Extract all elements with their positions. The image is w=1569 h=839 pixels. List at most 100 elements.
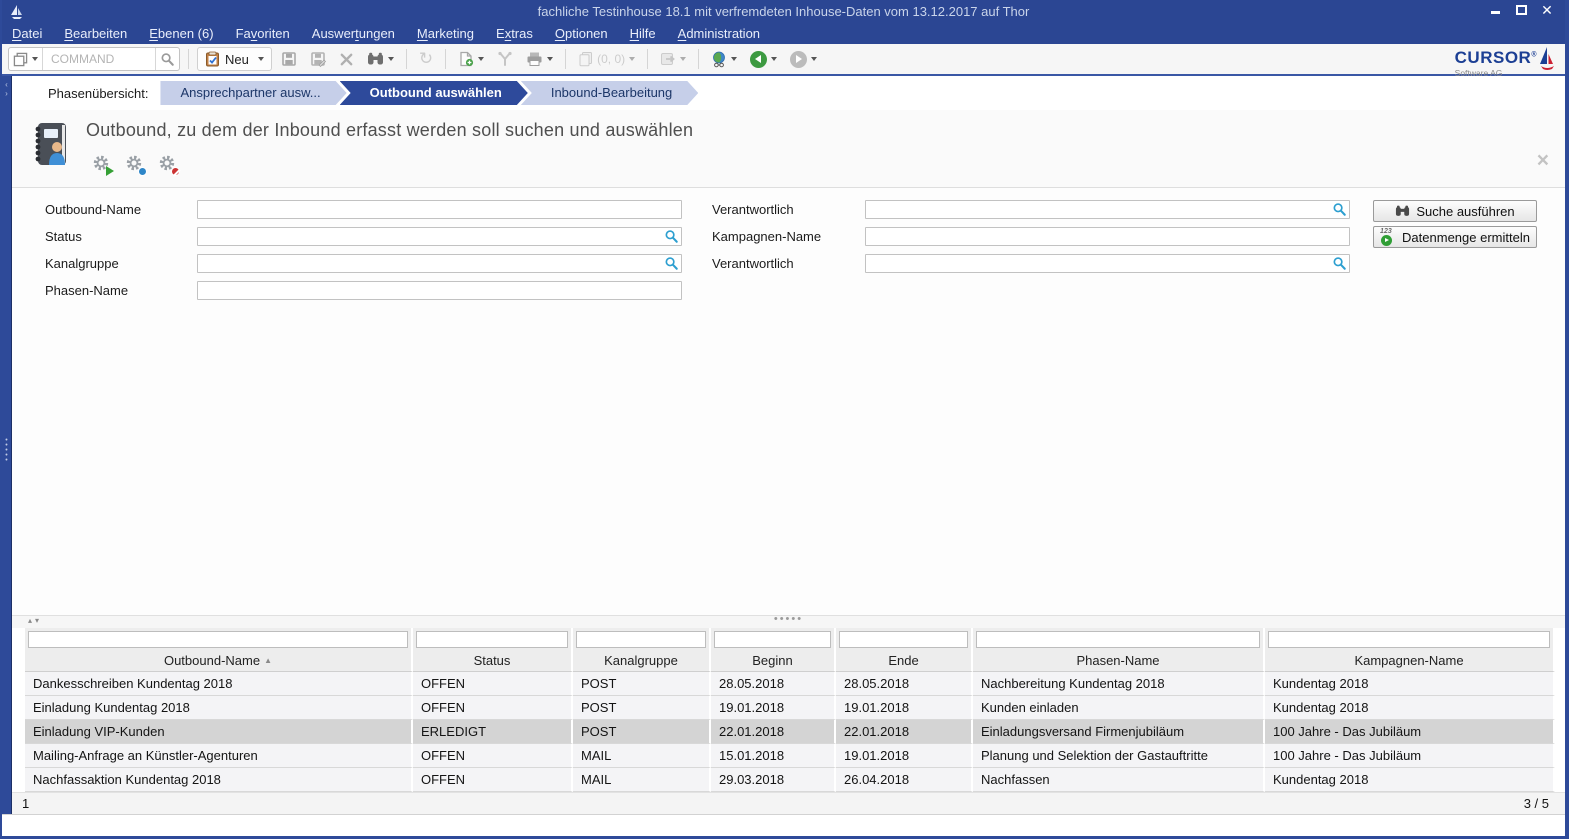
maximize-button[interactable] [1513,3,1529,17]
column-filter-input-status[interactable] [416,630,568,648]
menu-item-ebenen-6[interactable]: Ebenen (6) [149,26,214,41]
column-filter-input-kanalgruppe[interactable] [576,630,706,648]
new-document-button[interactable] [454,46,488,72]
table-cell[interactable]: 19.01.2018 [836,744,973,768]
table-cell[interactable]: Planung und Selektion der Gastauftritte [973,744,1265,768]
save-as-button[interactable] [306,46,330,72]
table-cell[interactable]: 100 Jahre - Das Jubiläum [1265,744,1555,768]
process-start-button[interactable] [92,154,114,176]
table-cell[interactable]: Nachfassen [973,768,1265,792]
field-input-outbound-name[interactable] [197,200,682,219]
menu-item-favoriten[interactable]: Favoriten [235,26,290,41]
process-pause-button[interactable] [125,154,147,176]
column-header-phasen-name[interactable]: Phasen-Name [973,649,1265,672]
process-cancel-button[interactable] [158,154,180,176]
column-filter-input-beginn[interactable] [714,630,831,648]
phase-step-inbound-bearbeitung[interactable]: Inbound-Bearbeitung [521,81,698,105]
clipboard-pages-button[interactable]: (0, 0) [574,46,639,72]
table-cell[interactable]: ERLEDIGT [413,720,573,744]
table-cell[interactable]: Mailing-Anfrage an Künstler-Agenturen [25,744,413,768]
table-cell[interactable]: 22.01.2018 [836,720,973,744]
table-cell[interactable]: Nachfassaktion Kundentag 2018 [25,768,413,792]
table-cell[interactable]: Dankesschreiben Kundentag 2018 [25,672,413,696]
command-input[interactable] [47,52,151,66]
column-filter-input-ende[interactable] [839,630,968,648]
field-input-kampagnen-name[interactable] [865,227,1350,246]
table-cell[interactable]: 29.03.2018 [711,768,836,792]
column-header-ende[interactable]: Ende [836,649,973,672]
forward-button[interactable] [786,46,821,72]
back-button[interactable] [746,46,781,72]
field-input-verantwortlich[interactable] [865,200,1350,219]
menu-item-auswertungen[interactable]: Auswertungen [311,26,395,41]
table-cell[interactable]: Einladung Kundentag 2018 [25,696,413,720]
minimize-button[interactable] [1487,3,1503,17]
column-header-beginn[interactable]: Beginn [711,649,836,672]
lookup-search-icon[interactable] [1332,256,1347,271]
field-input-phasen-name[interactable] [197,281,682,300]
panel-close-button[interactable]: × [1536,149,1549,172]
window-close-button[interactable]: ✕ [1541,2,1553,18]
table-cell[interactable]: POST [573,672,711,696]
table-cell[interactable]: 100 Jahre - Das Jubiläum [1265,720,1555,744]
panel-collapse-strip[interactable]: ‹ › • • • • • [2,76,12,814]
table-cell[interactable]: MAIL [573,744,711,768]
column-header-kampagnen-name[interactable]: Kampagnen-Name [1265,649,1555,672]
table-cell[interactable]: 19.01.2018 [836,696,973,720]
table-cell[interactable]: Kundentag 2018 [1265,696,1555,720]
menu-item-extras[interactable]: Extras [496,26,533,41]
table-cell[interactable]: POST [573,720,711,744]
user-web-button[interactable] [707,46,741,72]
table-cell[interactable]: 28.05.2018 [836,672,973,696]
column-filter-input-phasen-name[interactable] [976,630,1260,648]
table-cell[interactable]: Einladungsversand Firmenjubiläum [973,720,1265,744]
splitter-drag-handle[interactable]: ••••• [773,613,804,625]
menu-item-optionen[interactable]: Optionen [554,26,608,41]
table-cell[interactable]: Kundentag 2018 [1265,768,1555,792]
phase-step-outbound-ausw-hlen[interactable]: Outbound auswählen [340,81,528,105]
menu-item-bearbeiten[interactable]: Bearbeiten [64,26,128,41]
lookup-search-icon[interactable] [1332,202,1347,217]
table-cell[interactable]: OFFEN [413,744,573,768]
splitter-arrows-icon[interactable]: ▴▾ [28,616,43,625]
column-filter-input-kampagnen-name[interactable] [1268,630,1550,648]
lookup-search-icon[interactable] [664,256,679,271]
column-filter-input-outbound-name[interactable] [28,630,408,648]
field-input-verantwortlich[interactable] [865,254,1350,273]
print-button[interactable] [522,46,557,72]
export-button[interactable] [656,46,690,72]
field-input-kanalgruppe[interactable] [197,254,682,273]
splitter-bar[interactable]: ▴▾ ••••• [12,613,1565,628]
table-cell[interactable]: MAIL [573,768,711,792]
new-record-button[interactable]: Neu [197,47,272,71]
execute-search-button[interactable]: Suche ausführen [1373,200,1537,222]
table-cell[interactable]: Kundentag 2018 [1265,672,1555,696]
save-button[interactable] [277,46,301,72]
table-cell[interactable]: POST [573,696,711,720]
delete-button[interactable] [335,46,358,72]
table-cell[interactable]: OFFEN [413,672,573,696]
command-search-button[interactable] [155,48,179,70]
table-cell[interactable]: 26.04.2018 [836,768,973,792]
table-cell[interactable]: Nachbereitung Kundentag 2018 [973,672,1265,696]
menu-item-marketing[interactable]: Marketing [416,26,475,41]
column-header-outbound-name[interactable]: Outbound-Name ▲ [25,649,413,672]
menu-item-hilfe[interactable]: Hilfe [629,26,656,41]
column-header-status[interactable]: Status [413,649,573,672]
merge-button[interactable] [493,46,517,72]
table-cell[interactable]: Einladung VIP-Kunden [25,720,413,744]
table-cell[interactable]: OFFEN [413,696,573,720]
table-cell[interactable]: 22.01.2018 [711,720,836,744]
table-cell[interactable]: 28.05.2018 [711,672,836,696]
phase-step-ansprechpartner-ausw[interactable]: Ansprechpartner ausw... [160,81,346,105]
lookup-search-icon[interactable] [664,229,679,244]
window-stack-button[interactable] [9,48,42,70]
strip-drag-handle[interactable]: • • • • • [5,437,8,464]
table-cell[interactable]: 15.01.2018 [711,744,836,768]
table-cell[interactable]: OFFEN [413,768,573,792]
search-records-button[interactable] [363,46,398,72]
menu-item-datei[interactable]: Datei [12,26,43,41]
column-header-kanalgruppe[interactable]: Kanalgruppe [573,649,711,672]
field-input-status[interactable] [197,227,682,246]
count-data-button[interactable]: 123 Datenmenge ermitteln [1373,226,1537,248]
